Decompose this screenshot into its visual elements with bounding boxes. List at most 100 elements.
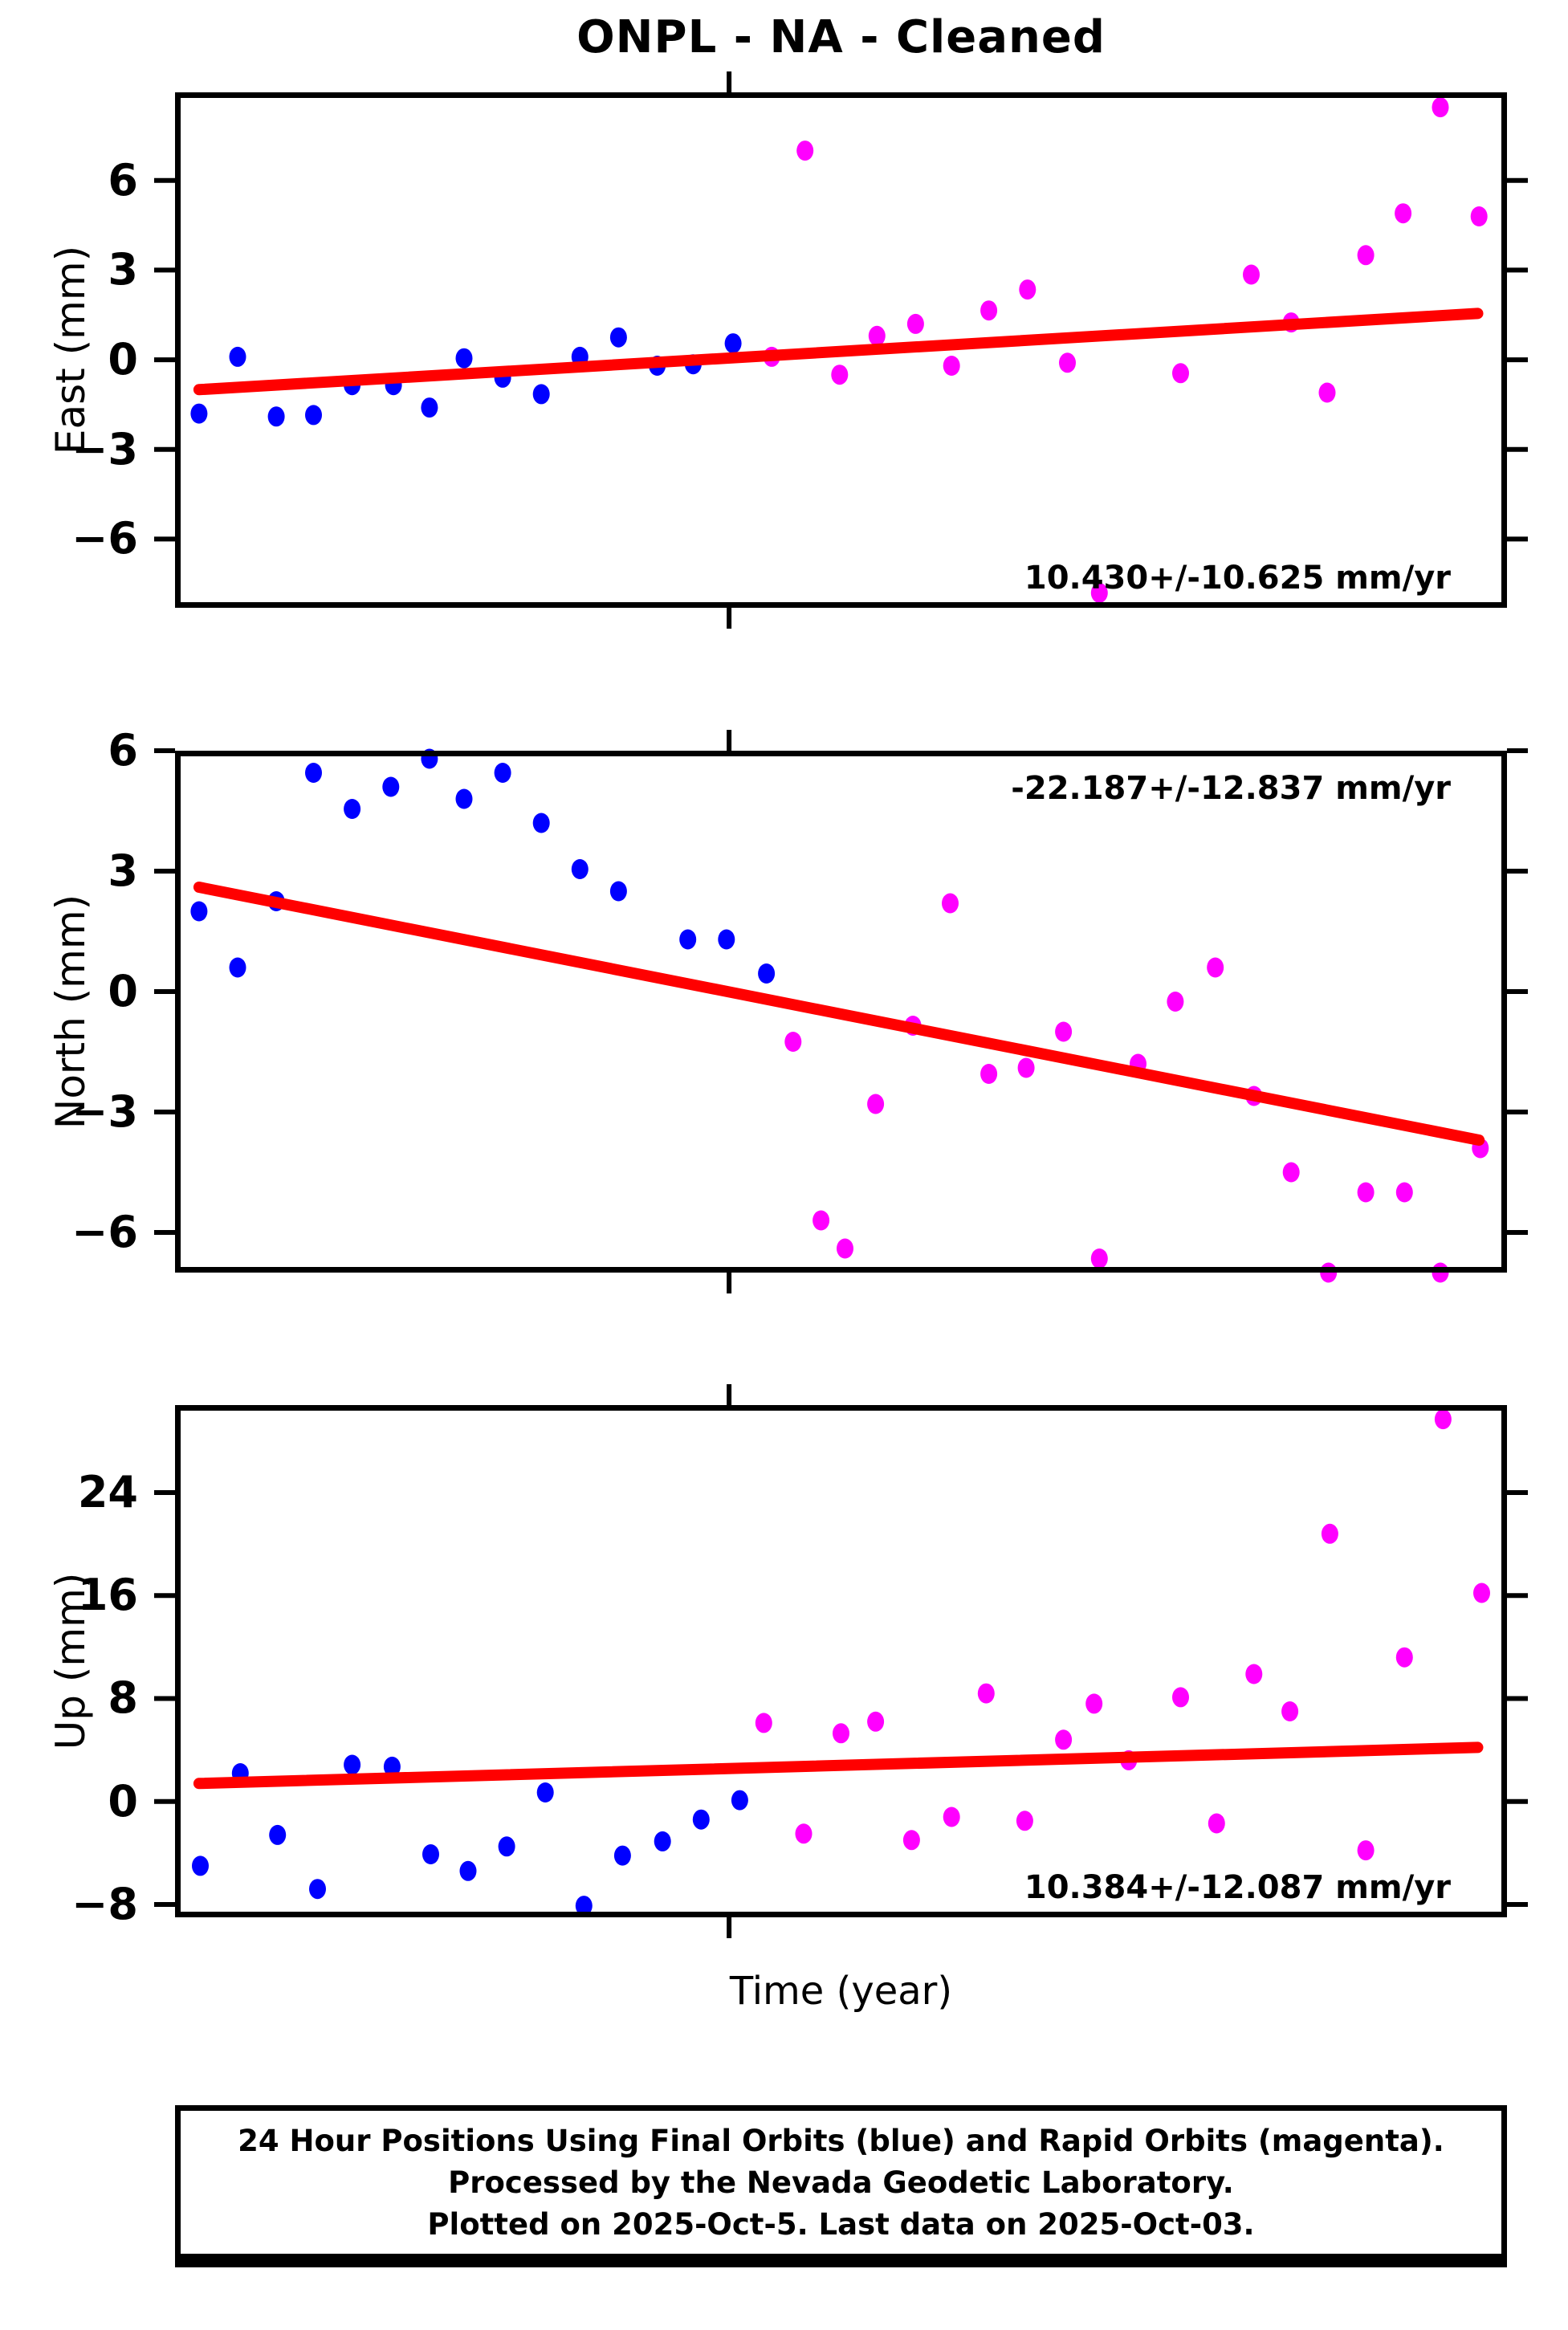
north-rate-annotation: -22.187+/-12.837 mm/yr	[1011, 770, 1451, 807]
rapid-orbits-point	[1085, 1693, 1103, 1714]
rapid-orbits-point	[943, 356, 960, 376]
final-orbits-point	[613, 1845, 631, 1866]
up-y-tick-label: −8	[71, 1878, 138, 1929]
rapid-orbits-point	[1245, 1664, 1263, 1684]
east-y-tick-label: −3	[71, 423, 138, 475]
rapid-orbits-point	[1357, 245, 1375, 266]
north-y-tick-label: −3	[71, 1086, 138, 1137]
east-rate-annotation: 10.430+/-10.625 mm/yr	[1024, 560, 1451, 597]
caption-box: 24 Hour Positions Using Final Orbits (bl…	[175, 2105, 1507, 2267]
final-orbits-point	[532, 384, 550, 405]
final-orbits-point	[692, 1809, 710, 1830]
caption-line-3: Plotted on 2025-Oct-5. Last data on 2025…	[427, 2207, 1255, 2242]
panel-border	[175, 1405, 1507, 1917]
final-orbits-point	[305, 763, 322, 783]
final-orbits-point	[609, 881, 627, 902]
rapid-orbits-point	[1432, 97, 1449, 118]
up-panel: 10.384+/-12.087 mm/yr	[154, 1384, 1528, 1938]
final-orbits-point	[455, 788, 473, 809]
rapid-orbits-point	[980, 1064, 998, 1084]
final-orbits-point	[421, 397, 438, 418]
east-y-tick-label: 6	[108, 154, 138, 206]
rapid-orbits-point	[1207, 957, 1224, 978]
rapid-orbits-point	[1470, 206, 1488, 226]
final-orbits-point	[305, 405, 322, 426]
final-orbits-point	[344, 799, 361, 819]
final-orbits-point	[536, 1782, 554, 1802]
up-y-tick-label: 0	[108, 1775, 138, 1827]
north-y-tick-label: 6	[108, 725, 138, 776]
final-orbits-point	[571, 859, 589, 879]
east-y-tick-label: 0	[108, 334, 138, 385]
rapid-orbits-point	[980, 300, 998, 321]
rapid-orbits-point	[831, 365, 849, 385]
rapid-orbits-point	[942, 893, 959, 914]
rapid-orbits-point	[1318, 382, 1336, 403]
final-orbits-point	[344, 1754, 361, 1775]
rapid-orbits-point	[902, 1830, 920, 1851]
rapid-orbits-point	[1243, 264, 1260, 285]
rapid-orbits-point	[1357, 1182, 1375, 1203]
final-orbits-point	[190, 403, 208, 424]
rapid-orbits-point	[813, 1210, 830, 1231]
north-y-tick-label: −6	[71, 1207, 138, 1257]
rapid-orbits-point	[1473, 1583, 1490, 1603]
north-plot-svg	[154, 730, 1528, 1293]
final-orbits-point	[229, 346, 246, 367]
final-orbits-point	[532, 813, 550, 833]
panel-border	[175, 751, 1507, 1273]
rapid-orbits-point	[1395, 1647, 1413, 1668]
rapid-orbits-point	[1282, 1162, 1300, 1183]
final-orbits-point	[654, 1831, 671, 1851]
rapid-orbits-point	[1395, 1182, 1413, 1203]
rapid-orbits-point	[1090, 1249, 1108, 1269]
rapid-orbits-point	[1172, 1687, 1189, 1708]
trend-line	[193, 308, 1484, 396]
rapid-orbits-point	[1016, 1811, 1033, 1831]
rapid-orbits-point	[1019, 279, 1037, 300]
north-y-tick-label: 0	[108, 966, 138, 1016]
east-plot-svg	[154, 71, 1528, 629]
up-y-tick-label: 8	[108, 1672, 138, 1724]
rapid-orbits-point	[1055, 1021, 1073, 1042]
up-y-tick-label: 24	[77, 1467, 138, 1517]
rapid-orbits-point	[784, 1032, 802, 1052]
rapid-orbits-point	[906, 313, 924, 334]
final-orbits-point	[309, 1879, 326, 1900]
up-rate-annotation: 10.384+/-12.087 mm/yr	[1024, 1869, 1451, 1906]
trend-line	[193, 882, 1485, 1146]
final-orbits-point	[459, 1860, 477, 1881]
rapid-orbits-point	[1281, 1701, 1299, 1721]
final-orbits-point	[190, 901, 208, 922]
final-orbits-point	[455, 348, 473, 369]
final-orbits-point	[229, 957, 246, 978]
rapid-orbits-point	[1321, 1523, 1338, 1544]
final-orbits-point	[575, 1896, 593, 1917]
east-y-tick-label: 3	[108, 244, 138, 295]
rapid-orbits-point	[1167, 992, 1184, 1012]
rapid-orbits-point	[977, 1683, 995, 1704]
final-orbits-point	[731, 1790, 748, 1811]
final-orbits-point	[422, 1844, 439, 1864]
final-orbits-point	[724, 333, 742, 354]
final-orbits-point	[718, 929, 735, 950]
rapid-orbits-point	[868, 325, 886, 346]
east-panel: 10.430+/-10.625 mm/yr	[154, 71, 1528, 629]
trend-line	[193, 1741, 1484, 1790]
caption-line-1: 24 Hour Positions Using Final Orbits (bl…	[238, 2124, 1444, 2158]
final-orbits-point	[269, 1824, 287, 1845]
rapid-orbits-point	[755, 1713, 772, 1733]
rapid-orbits-point	[1055, 1729, 1073, 1750]
final-orbits-point	[609, 327, 627, 348]
east-y-tick-label: −6	[71, 513, 138, 564]
north-y-tick-label: 3	[108, 845, 138, 896]
caption-line-2: Processed by the Nevada Geodetic Laborat…	[448, 2165, 1234, 2200]
final-orbits-point	[192, 1855, 209, 1876]
figure-title: ONPL - NA - Cleaned	[576, 11, 1106, 63]
rapid-orbits-point	[1208, 1813, 1225, 1834]
final-orbits-point	[494, 763, 511, 783]
rapid-orbits-point	[1434, 1409, 1452, 1430]
rapid-orbits-point	[1017, 1057, 1035, 1078]
final-orbits-point	[758, 963, 776, 984]
